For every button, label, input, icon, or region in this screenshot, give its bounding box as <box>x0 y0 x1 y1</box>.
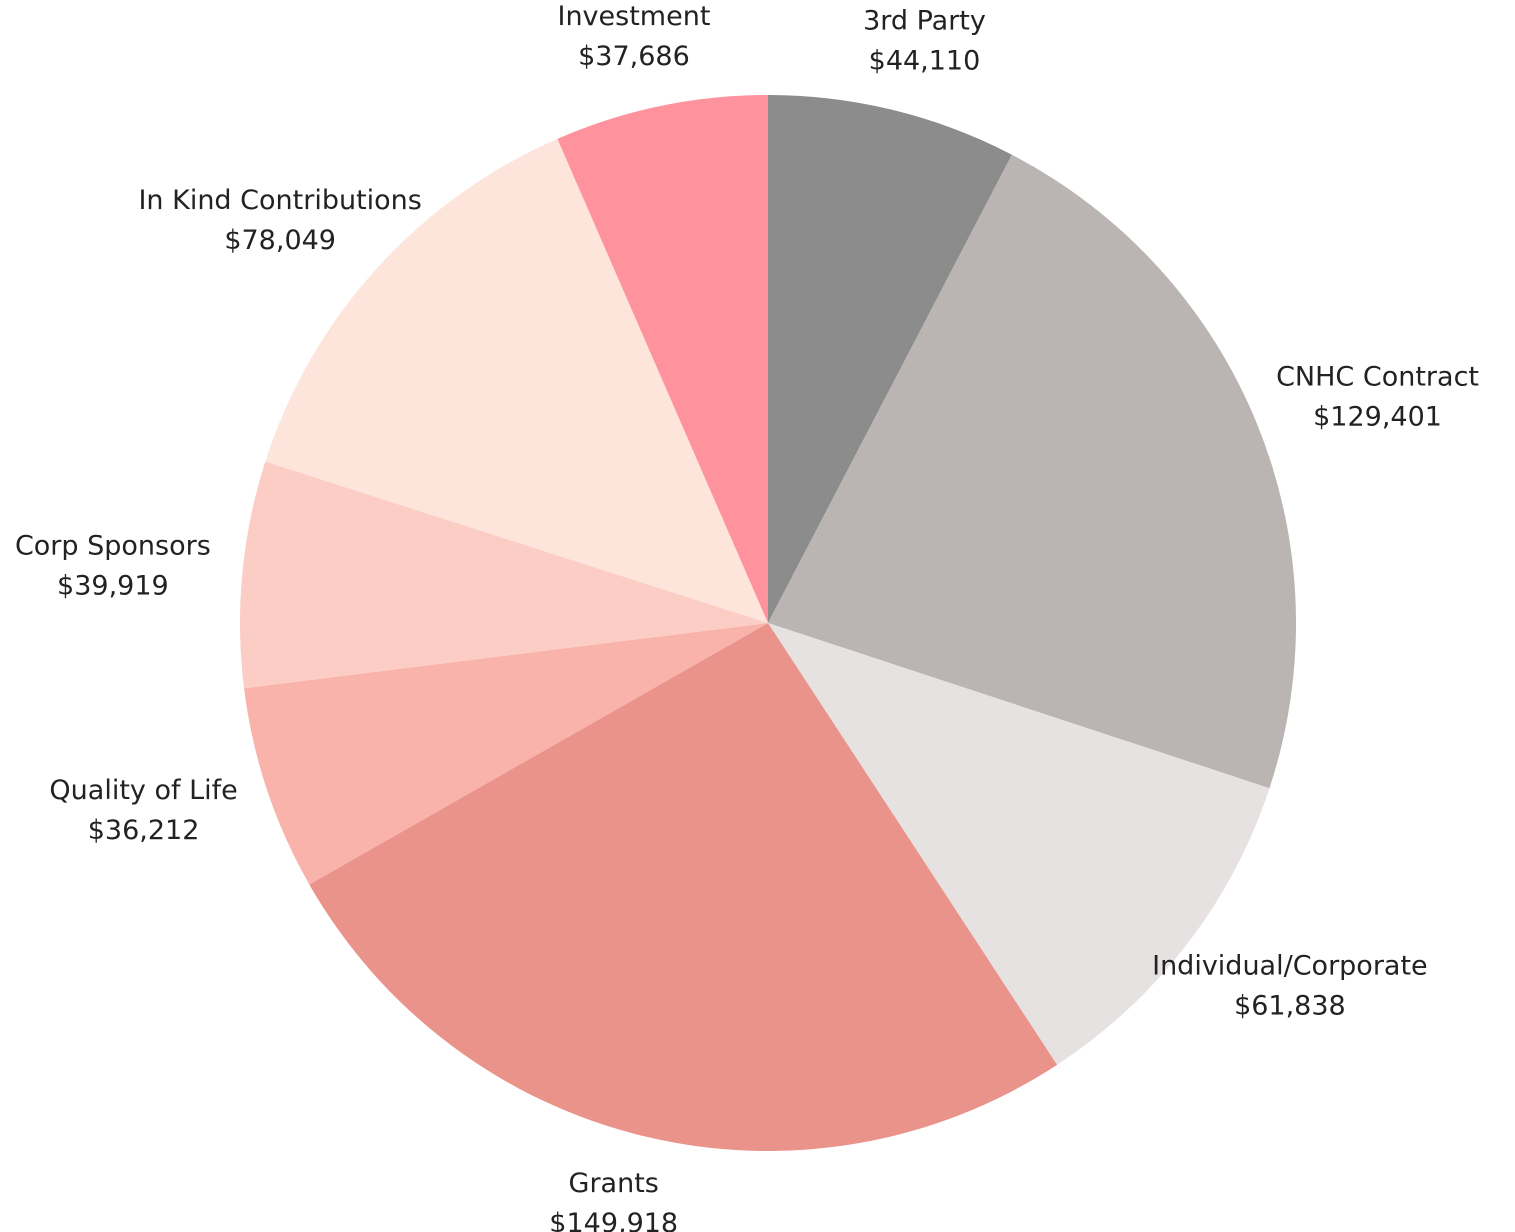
slice-value-label: $36,212 <box>88 815 200 846</box>
slice-value-label: $129,401 <box>1313 401 1442 432</box>
slice-value-label: $39,919 <box>57 571 169 602</box>
slice-label: CNHC Contract <box>1276 361 1479 392</box>
pie-slice <box>768 154 1296 789</box>
slice-value-label: $149,918 <box>549 1208 678 1232</box>
slice-label: In Kind Contributions <box>138 185 421 216</box>
slice-label: 3rd Party <box>863 6 986 37</box>
slice-label: Investment <box>557 1 710 32</box>
pie-slice <box>309 623 1058 1151</box>
pie-slice <box>768 623 1270 1065</box>
pie-slice <box>265 138 768 623</box>
slice-value-label: $37,686 <box>578 41 690 72</box>
slice-value-label: $44,110 <box>869 46 981 77</box>
pie-slice <box>240 461 768 689</box>
slice-label: Quality of Life <box>49 775 237 806</box>
slice-value-label: $61,838 <box>1234 991 1346 1022</box>
slice-value-label: $78,049 <box>224 225 336 256</box>
pie-slice <box>557 95 768 623</box>
slice-label: Corp Sponsors <box>15 531 211 562</box>
pie-slice <box>244 623 768 885</box>
pie-slice <box>768 95 1012 623</box>
slice-label: Individual/Corporate <box>1152 951 1428 982</box>
slice-label: Grants <box>569 1168 659 1199</box>
